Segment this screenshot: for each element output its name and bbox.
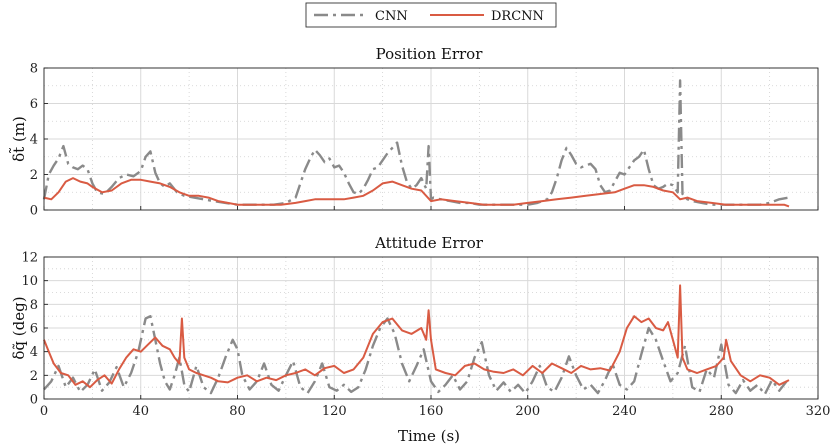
series-line-cnn-attitude <box>43 315 788 396</box>
y-axis-label-attitude: δq̃ (deg) <box>10 296 28 359</box>
y-tick-label: 12 <box>21 251 38 266</box>
x-tick-label: 200 <box>515 404 540 419</box>
x-axis-label: Time (s) <box>398 427 460 445</box>
y-tick-label: 6 <box>30 97 38 112</box>
series-position <box>42 79 790 208</box>
y-tick-label: 2 <box>30 369 38 384</box>
series-line-drcnn-attitude <box>43 284 790 389</box>
y-tick-label: 0 <box>30 393 38 408</box>
x-tick-label: 160 <box>419 404 444 419</box>
legend-label-drcnn: DRCNN <box>491 9 544 24</box>
x-tick-label: 0 <box>40 404 48 419</box>
y-tick-label: 4 <box>30 133 38 148</box>
ticks-position: 0 2 4 6 8 <box>30 62 819 219</box>
panel-title-position: Position Error <box>376 45 484 63</box>
y-tick-label: 0 <box>30 204 38 219</box>
x-tick-label: 240 <box>612 404 637 419</box>
y-tick-label: 4 <box>30 345 38 360</box>
legend: CNN DRCNN <box>305 2 557 28</box>
y-tick-label: 8 <box>30 298 38 313</box>
x-tick-label: 80 <box>229 404 246 419</box>
y-tick-label: 2 <box>30 168 38 183</box>
y-tick-label: 6 <box>30 322 38 337</box>
x-tick-label: 320 <box>806 404 830 419</box>
series-line-drcnn-position <box>43 177 790 208</box>
series-attitude <box>43 284 790 396</box>
legend-label-cnn: CNN <box>375 9 408 24</box>
y-axis-label-position: δt̃ (m) <box>9 116 28 162</box>
x-tick-label: 40 <box>132 404 149 419</box>
panel-title-attitude: Attitude Error <box>374 234 484 252</box>
series-line-cnn-position <box>42 79 790 206</box>
x-tick-label: 120 <box>322 404 347 419</box>
y-tick-label: 8 <box>30 62 38 77</box>
x-tick-label: 280 <box>709 404 734 419</box>
grid-position <box>43 67 819 211</box>
panel-position-error: Position Error δt̃ (m) 0 2 4 6 8 <box>9 45 819 219</box>
y-tick-label: 10 <box>21 274 38 289</box>
